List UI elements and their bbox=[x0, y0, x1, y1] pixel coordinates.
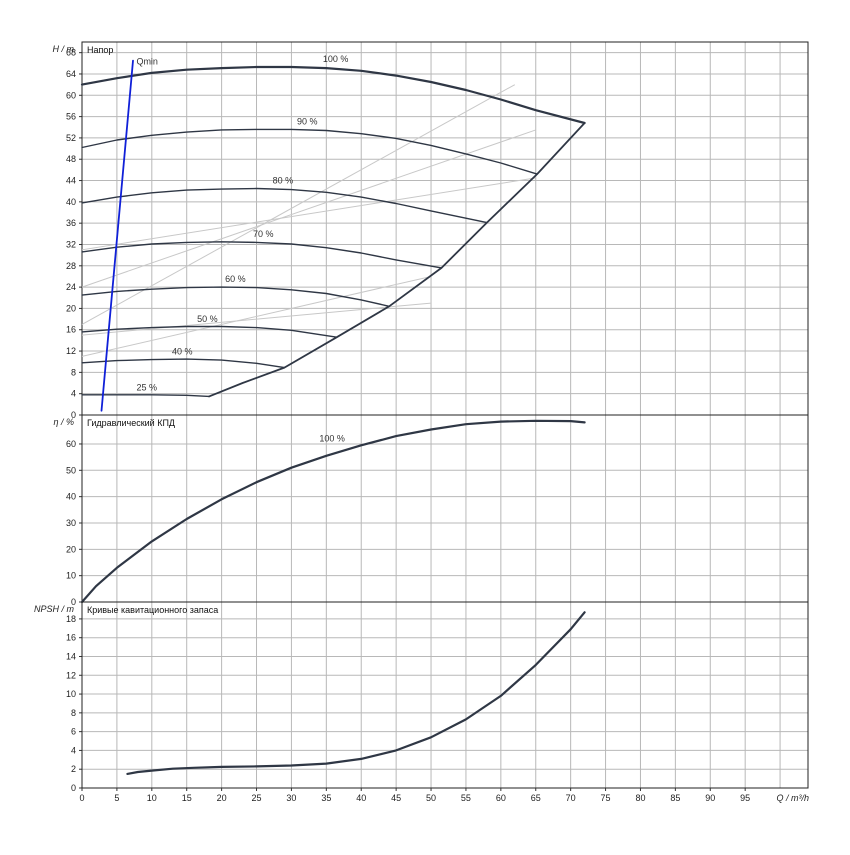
y-axis-label: NPSH / m bbox=[34, 604, 75, 614]
x-tick-label: 95 bbox=[740, 793, 750, 803]
curve-line bbox=[126, 611, 586, 776]
y-tick-label: 60 bbox=[66, 90, 76, 100]
x-tick-label: 30 bbox=[286, 793, 296, 803]
y-tick-label: 50 bbox=[66, 465, 76, 475]
curve-100 bbox=[80, 65, 586, 125]
curve-label: 90 % bbox=[297, 117, 318, 127]
y-tick-label: 30 bbox=[66, 518, 76, 528]
x-tick-label: 0 bbox=[79, 793, 84, 803]
curve-label: 80 % bbox=[273, 176, 294, 186]
y-tick-label: 10 bbox=[66, 689, 76, 699]
curve-label: 60 % bbox=[225, 274, 246, 284]
efficiency-contour-line bbox=[81, 302, 432, 336]
qmin-line bbox=[100, 59, 134, 412]
y-tick-label: 40 bbox=[66, 492, 76, 502]
y-tick-label: 10 bbox=[66, 571, 76, 581]
y-tick-label: 68 bbox=[66, 48, 76, 58]
curve-40 bbox=[81, 358, 286, 369]
y-tick-label: 14 bbox=[66, 651, 76, 661]
y-tick-label: 8 bbox=[71, 367, 76, 377]
y-tick-label: 0 bbox=[71, 410, 76, 420]
curve-60 bbox=[81, 286, 390, 307]
y-tick-label: 36 bbox=[66, 218, 76, 228]
curve-70 bbox=[81, 241, 443, 269]
curve-label: Qmin bbox=[136, 56, 158, 66]
panel-title: Гидравлический КПД bbox=[87, 418, 175, 428]
y-tick-label: 48 bbox=[66, 154, 76, 164]
x-tick-label: 75 bbox=[601, 793, 611, 803]
curve-25 bbox=[81, 394, 210, 398]
curve-90 bbox=[81, 128, 538, 175]
y-tick-label: 60 bbox=[66, 439, 76, 449]
x-tick-label: 5 bbox=[114, 793, 119, 803]
x-tick-label: 50 bbox=[426, 793, 436, 803]
y-tick-label: 2 bbox=[71, 764, 76, 774]
y-axis-label: H / m bbox=[53, 44, 75, 54]
y-tick-label: 6 bbox=[71, 727, 76, 737]
x-tick-label: 55 bbox=[461, 793, 471, 803]
y-tick-label: 4 bbox=[71, 389, 76, 399]
x-tick-label: 15 bbox=[182, 793, 192, 803]
panel-title: Кривые кавитационного запаса bbox=[87, 605, 218, 615]
y-tick-label: 4 bbox=[71, 745, 76, 755]
efficiency-contour-line bbox=[81, 275, 432, 357]
y-tick-label: 12 bbox=[66, 346, 76, 356]
y-tick-label: 32 bbox=[66, 239, 76, 249]
y-tick-label: 12 bbox=[66, 670, 76, 680]
x-tick-label: 10 bbox=[147, 793, 157, 803]
y-tick-label: 8 bbox=[71, 708, 76, 718]
x-tick-label: 70 bbox=[566, 793, 576, 803]
y-tick-label: 16 bbox=[66, 325, 76, 335]
y-tick-label: 56 bbox=[66, 112, 76, 122]
y-tick-label: 16 bbox=[66, 633, 76, 643]
y-tick-label: 44 bbox=[66, 176, 76, 186]
y-tick-label: 24 bbox=[66, 282, 76, 292]
y-tick-label: 20 bbox=[66, 544, 76, 554]
y-tick-label: 52 bbox=[66, 133, 76, 143]
y-tick-label: 0 bbox=[71, 783, 76, 793]
curve-100 bbox=[80, 419, 586, 604]
x-axis-label: Q / m³/h bbox=[776, 793, 809, 803]
curve-label: 40 % bbox=[172, 346, 193, 356]
efficiency-contour-line bbox=[81, 84, 516, 325]
curve-80 bbox=[81, 187, 488, 224]
x-tick-label: 45 bbox=[391, 793, 401, 803]
x-tick-label: 80 bbox=[635, 793, 645, 803]
y-tick-label: 20 bbox=[66, 303, 76, 313]
y-tick-label: 0 bbox=[71, 597, 76, 607]
panel-2: 0 10 20 30 40 50 60 η / % Гидравлический КПД 100 … bbox=[53, 414, 809, 607]
y-tick-label: 28 bbox=[66, 261, 76, 271]
x-tick-label: 85 bbox=[670, 793, 680, 803]
y-axis-label: η / % bbox=[53, 417, 74, 427]
x-tick-label: 65 bbox=[531, 793, 541, 803]
x-tick-label: 90 bbox=[705, 793, 715, 803]
efficiency-contour-line bbox=[81, 129, 536, 288]
curve-label: 100 % bbox=[319, 433, 345, 443]
efficiency-contour-line bbox=[81, 177, 536, 251]
panel-title: Напор bbox=[87, 45, 113, 55]
y-tick-label: 18 bbox=[66, 614, 76, 624]
x-tick-label: 40 bbox=[356, 793, 366, 803]
x-tick-label: 60 bbox=[496, 793, 506, 803]
curve-label: 50 % bbox=[197, 314, 218, 324]
x-tick-label: 20 bbox=[217, 793, 227, 803]
curve-50 bbox=[81, 325, 338, 338]
y-tick-label: 40 bbox=[66, 197, 76, 207]
operating-limit-curve bbox=[208, 122, 586, 398]
curve-label: 100 % bbox=[323, 54, 349, 64]
x-tick-label: 25 bbox=[252, 793, 262, 803]
panel-frame bbox=[81, 414, 809, 603]
curve-label: 25 % bbox=[136, 382, 157, 392]
y-tick-label: 64 bbox=[66, 69, 76, 79]
panel-frame bbox=[81, 601, 809, 789]
x-tick-label: 35 bbox=[321, 793, 331, 803]
curve-label: 70 % bbox=[253, 229, 274, 239]
